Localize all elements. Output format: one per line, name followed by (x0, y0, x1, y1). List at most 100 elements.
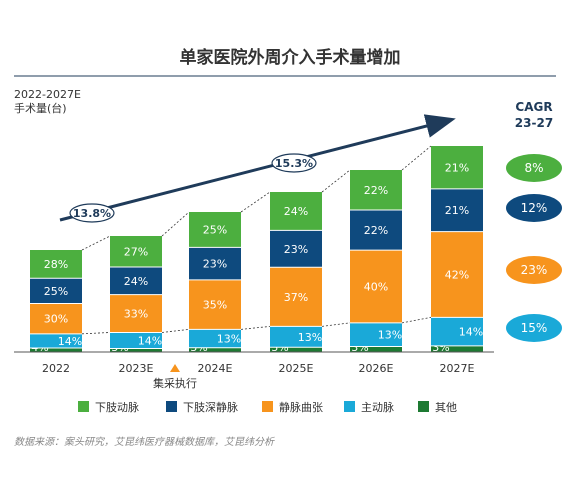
segment-label: 23% (284, 243, 308, 256)
legend-label: 静脉曲张 (279, 400, 323, 414)
bar-segment (270, 192, 322, 231)
legend-swatch (344, 401, 355, 412)
bar-segment (110, 236, 162, 268)
cagr-period: 23-27 (515, 116, 553, 130)
bar-segment (270, 347, 322, 352)
cagr-bubble (506, 154, 562, 182)
bar-segment (431, 146, 483, 189)
growth-arrow (59, 114, 456, 222)
cagr-value: 12% (521, 201, 548, 215)
connector-line (240, 326, 271, 330)
connector-line (240, 191, 271, 213)
source-note: 数据来源：案头研究，艾昆纬医疗器械数据库，艾昆纬分析 (14, 436, 275, 448)
segment-label: 14% (459, 326, 483, 339)
bar-segment (431, 188, 483, 232)
bar-segment (30, 250, 82, 279)
segment-label: 21% (445, 161, 469, 174)
connector-line (321, 322, 351, 327)
bar-segment (30, 347, 82, 352)
growth-label-right: 15.3% (275, 157, 313, 170)
growth-bubble-right (271, 153, 317, 173)
legend-swatch (166, 401, 177, 412)
connector-line (401, 145, 432, 171)
bar-segment (189, 347, 241, 352)
legend-label: 主动脉 (361, 400, 394, 414)
segment-label: 22% (364, 184, 388, 197)
bar-segment (189, 279, 241, 330)
legend-swatch (78, 401, 89, 412)
x-tick-label: 2023E (119, 362, 154, 375)
bar-segment (110, 294, 162, 333)
connector-line (161, 328, 190, 333)
connector-line (81, 332, 111, 335)
x-tick-label: 2027E (440, 362, 475, 375)
segment-label: 30% (44, 313, 68, 326)
legend-swatch (262, 401, 273, 412)
growth-label-left: 13.8% (73, 207, 111, 220)
cagr-bubble (506, 256, 562, 284)
segment-label: 37% (284, 291, 308, 304)
bar-segment (189, 329, 241, 348)
legend-label: 下肢动脉 (95, 400, 139, 414)
legend-swatch (418, 401, 429, 412)
legend: 下肢动脉 下肢深静脉 静脉曲张 主动脉 其他 (78, 400, 457, 414)
segment-label: 35% (203, 299, 227, 312)
stacked-bars: 4%14%30%25%28%3%14%33%24%27%3%13%35%23%2… (30, 146, 483, 354)
cagr-bubbles: 8% 12% 23% 15% (506, 154, 562, 342)
connector-lines (81, 145, 432, 335)
segment-label: 13% (298, 331, 322, 344)
bar-segment (30, 333, 82, 348)
segment-label: 40% (364, 280, 388, 293)
bar-segment (110, 332, 162, 349)
bar-segment (350, 170, 402, 211)
bar-segment (431, 231, 483, 318)
cagr-value: 15% (521, 321, 548, 335)
bar-segment (350, 322, 402, 347)
growth-bubble-left (69, 203, 115, 223)
segment-label: 13% (217, 333, 241, 346)
bar-segment (189, 212, 241, 248)
bar-segment (189, 247, 241, 280)
x-axis-ticks: 2022 2023E 2024E 2025E 2026E 2027E (42, 362, 475, 375)
unit-label: 手术量(台) (14, 101, 67, 115)
segment-label: 42% (445, 268, 469, 281)
segment-label: 25% (203, 224, 227, 237)
chart-title: 单家医院外周介入手术量增加 (180, 47, 401, 68)
cagr-value: 8% (524, 161, 543, 175)
segment-label: 33% (124, 308, 148, 321)
bar-segment (270, 267, 322, 327)
period-label: 2022-2027E (14, 88, 81, 101)
bar-segment (431, 345, 483, 352)
bar-segment (431, 317, 483, 346)
x-tick-label: 2025E (279, 362, 314, 375)
bar-segment (30, 278, 82, 304)
policy-marker-icon (170, 364, 180, 372)
segment-label: 13% (378, 329, 402, 342)
segment-label: 27% (124, 246, 148, 259)
legend-label: 下肢深静脉 (183, 400, 238, 414)
x-tick-label: 2022 (42, 362, 70, 375)
bar-segment (110, 267, 162, 295)
bar-segment (30, 303, 82, 334)
segment-label: 21% (445, 204, 469, 217)
connector-line (401, 316, 432, 324)
segment-label: 25% (44, 285, 68, 298)
legend-label: 其他 (435, 401, 457, 414)
cagr-bubble (506, 194, 562, 222)
policy-note: 集采执行 (153, 376, 197, 390)
bar-segment (350, 210, 402, 251)
segment-label: 28% (44, 258, 68, 271)
segment-label: 14% (138, 335, 162, 348)
cagr-title: CAGR (515, 100, 552, 114)
bar-segment (350, 250, 402, 323)
connector-line (321, 169, 351, 193)
cagr-value: 23% (521, 263, 548, 277)
x-tick-label: 2024E (198, 362, 233, 375)
x-tick-label: 2026E (359, 362, 394, 375)
segment-label: 24% (124, 275, 148, 288)
bar-segment (270, 230, 322, 268)
connector-line (161, 211, 190, 237)
segment-label: 22% (364, 224, 388, 237)
connector-line (81, 235, 111, 251)
